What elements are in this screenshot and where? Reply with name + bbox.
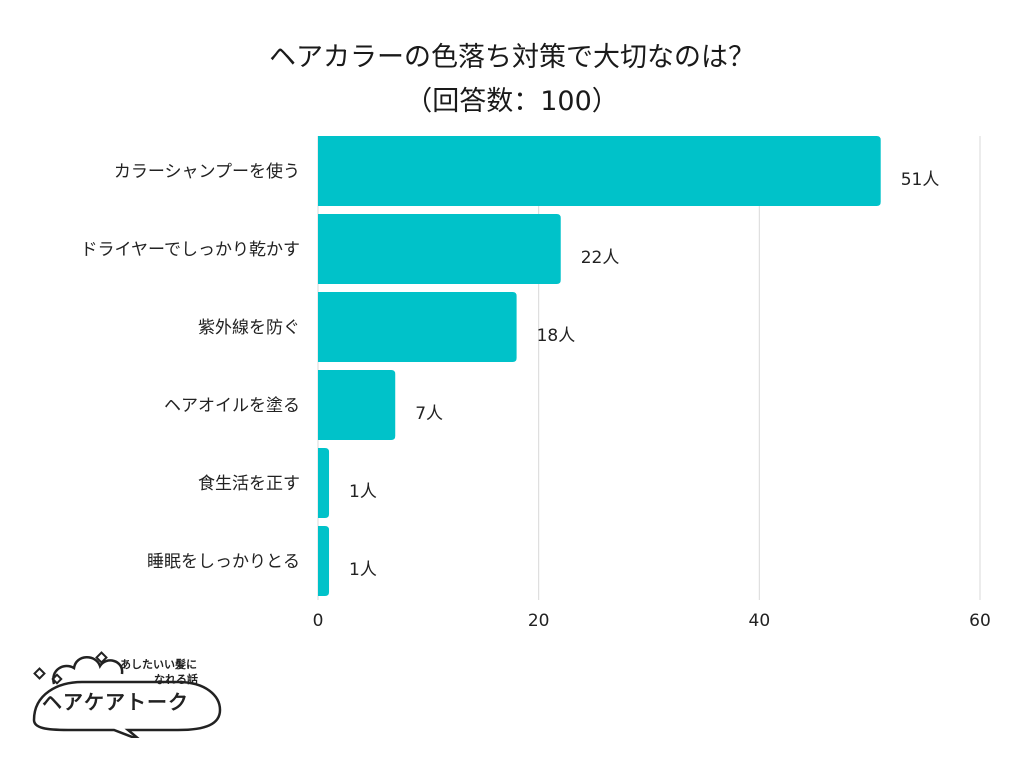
x-tick-label: 20 xyxy=(528,611,550,631)
category-label: 睡眠をしっかりとる xyxy=(147,552,300,572)
logo-tagline-1: あしたいい髪に xyxy=(120,658,197,671)
logo-bubble-icon xyxy=(32,651,222,738)
x-tick-label: 40 xyxy=(749,611,771,631)
value-labels: 51人 22人 18人 7人 1人 1人 xyxy=(349,170,939,580)
value-label: 51人 xyxy=(901,170,940,190)
category-label: カラーシャンプーを使う xyxy=(114,161,300,182)
category-labels: カラーシャンプーを使うドライヤーでしっかり乾かす紫外線を防ぐヘアオイルを塗る食生… xyxy=(81,161,300,572)
bar-chart: カラーシャンプーを使うドライヤーでしっかり乾かす紫外線を防ぐヘアオイルを塗る食生… xyxy=(81,136,991,631)
value-label: 1人 xyxy=(349,560,377,580)
bar xyxy=(318,448,330,518)
chart-title: ヘアカラーの色落ち対策で大切なのは？ （回答数：100） xyxy=(0,36,1024,124)
bar xyxy=(318,292,517,362)
grid-lines xyxy=(317,136,981,600)
bar xyxy=(318,370,396,440)
category-label: 紫外線を防ぐ xyxy=(198,318,300,338)
chart-title-line-2: （回答数：100） xyxy=(405,86,619,117)
value-label: 7人 xyxy=(415,404,443,424)
value-label: 22人 xyxy=(581,248,620,268)
value-label: 18人 xyxy=(537,326,576,346)
category-label: ドライヤーでしっかり乾かす xyxy=(81,240,300,260)
value-label: 1人 xyxy=(349,482,377,502)
logo-tagline-2: なれる話 xyxy=(154,673,198,686)
x-tick-label: 60 xyxy=(969,611,991,631)
bar xyxy=(318,526,330,596)
bar xyxy=(318,214,561,284)
x-tick-label: 0 xyxy=(313,611,324,631)
x-axis-ticks: 0 20 40 60 xyxy=(313,611,991,631)
category-label: ヘアオイルを塗る xyxy=(164,395,300,416)
logo-name: ヘアケアトーク xyxy=(42,690,189,714)
chart-title-line-1: ヘアカラーの色落ち対策で大切なのは？ xyxy=(269,42,755,73)
category-label: 食生活を正す xyxy=(198,474,300,494)
logo: あしたいい髪に なれる話 ヘアケアトーク xyxy=(28,648,228,738)
bar xyxy=(318,136,881,206)
bars xyxy=(318,136,881,596)
